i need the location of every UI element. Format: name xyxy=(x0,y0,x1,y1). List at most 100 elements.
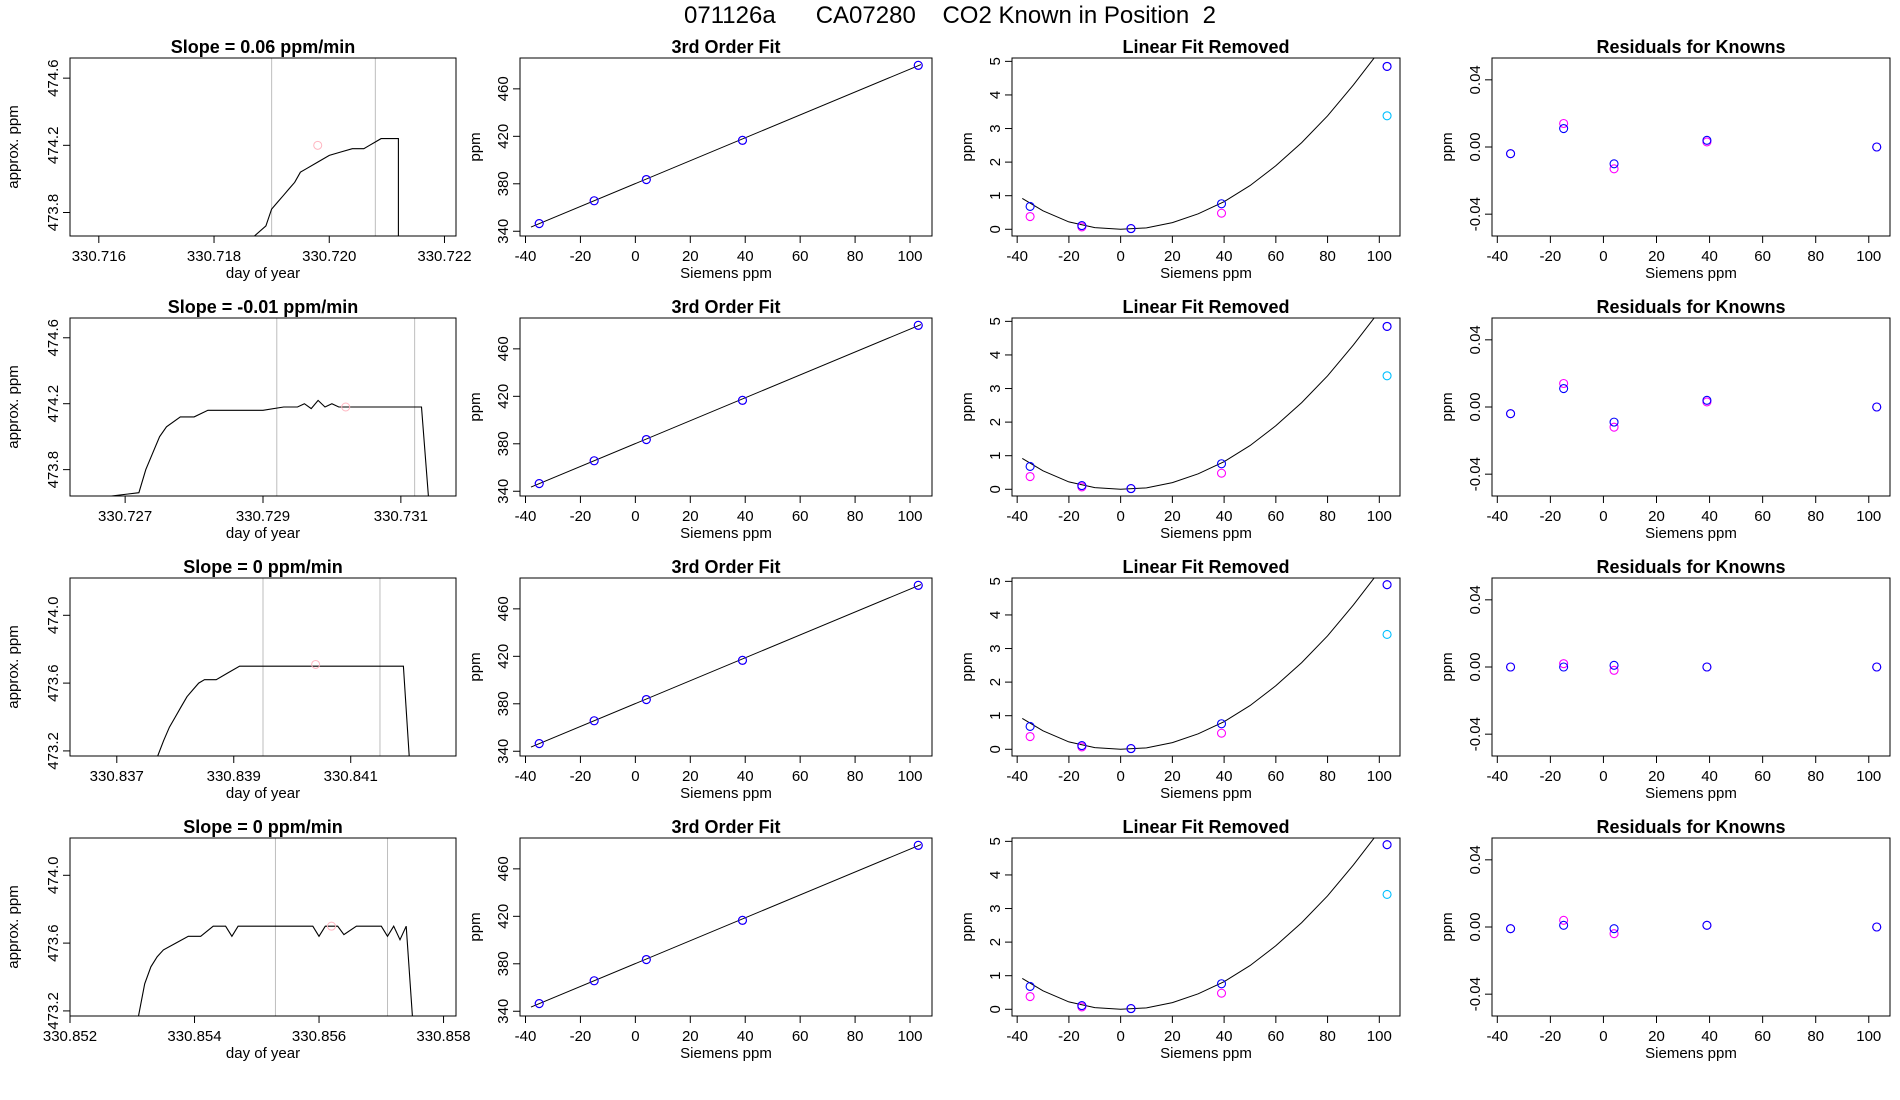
y-axis-label: approx. ppm xyxy=(5,885,22,968)
y-tick-label: 473.6 xyxy=(45,924,62,962)
plot-frame xyxy=(1011,577,1401,757)
x-tick-label: 0 xyxy=(631,508,639,525)
data-point-blue xyxy=(1216,199,1227,209)
x-tick-label: -20 xyxy=(570,768,592,785)
data-point-blue xyxy=(1609,417,1619,427)
y-tick-label: 3 xyxy=(987,124,1004,132)
data-point-blue xyxy=(1382,321,1392,331)
x-tick-label: 330.729 xyxy=(236,508,290,525)
x-tick-label: -40 xyxy=(1006,768,1028,785)
data-point-cyan xyxy=(1382,111,1392,121)
y-tick-label: 473.6 xyxy=(45,664,62,702)
data-point-blue xyxy=(1609,924,1619,934)
y-tick-label: 474.2 xyxy=(45,385,62,423)
y-tick-label: 5 xyxy=(987,317,1004,325)
x-tick-label: -40 xyxy=(1486,1028,1508,1045)
x-tick-label: 80 xyxy=(847,1028,864,1045)
x-tick-label: 80 xyxy=(1319,1028,1336,1045)
x-tick-label: 20 xyxy=(682,768,699,785)
y-axis-label: ppm xyxy=(1439,132,1456,161)
data-point-magenta xyxy=(1025,211,1035,222)
x-tick-label: 40 xyxy=(737,768,754,785)
y-tick-label: 474.0 xyxy=(45,857,62,895)
x-tick-label: 330.852 xyxy=(43,1028,97,1045)
y-axis-label: ppm xyxy=(1439,392,1456,421)
y-tick-label: -0.04 xyxy=(1467,197,1484,231)
page-title: 071126a CA07280 CO2 Known in Position 2 xyxy=(684,2,1216,29)
data-point-blue xyxy=(1077,1001,1087,1011)
x-tick-label: -40 xyxy=(1006,248,1028,265)
y-axis-label: ppm xyxy=(467,652,484,681)
plot-frame xyxy=(519,317,933,497)
data-point-magenta xyxy=(1559,378,1569,389)
x-tick-label: 40 xyxy=(1701,768,1718,785)
y-tick-label: 460 xyxy=(495,856,512,881)
reference-point xyxy=(341,402,351,412)
x-tick-label: 40 xyxy=(1216,508,1233,525)
x-axis-label: Siemens ppm xyxy=(1160,265,1252,282)
x-axis-label: day of year xyxy=(226,785,300,802)
x-tick-label: -20 xyxy=(1540,1028,1562,1045)
x-tick-label: -40 xyxy=(1486,768,1508,785)
data-point-blue xyxy=(737,135,748,145)
data-point-magenta xyxy=(1025,731,1035,742)
data-point-blue xyxy=(1025,201,1035,211)
data-point-blue xyxy=(913,580,923,590)
x-tick-label: 80 xyxy=(847,768,864,785)
y-tick-label: 2 xyxy=(987,418,1004,426)
x-tick-label: -40 xyxy=(515,768,537,785)
x-tick-label: 100 xyxy=(1856,1028,1881,1045)
data-point-magenta xyxy=(1559,659,1569,669)
x-tick-label: -20 xyxy=(570,248,592,265)
x-tick-label: 60 xyxy=(1754,508,1771,525)
x-tick-label: 80 xyxy=(1807,508,1824,525)
data-point-blue xyxy=(1216,979,1227,989)
data-point-blue xyxy=(1872,922,1882,932)
data-point-magenta xyxy=(1216,208,1227,218)
chart-title: Residuals for Knowns xyxy=(1596,817,1785,837)
data-point-blue xyxy=(1559,383,1569,394)
chart-title: Residuals for Knowns xyxy=(1596,37,1785,57)
x-tick-label: -40 xyxy=(1486,248,1508,265)
data-point-blue xyxy=(1702,920,1712,930)
data-point-blue xyxy=(1077,481,1087,491)
fit-line xyxy=(530,844,922,1008)
data-point-cyan xyxy=(1382,371,1392,381)
y-tick-label: 3 xyxy=(987,384,1004,392)
data-point-blue xyxy=(641,954,651,965)
chart-title: Linear Fit Removed xyxy=(1122,37,1289,57)
x-tick-label: 80 xyxy=(1807,248,1824,265)
data-point-magenta xyxy=(1216,988,1227,998)
chart-title: Slope = -0.01 ppm/min xyxy=(168,297,359,317)
y-tick-label: 5 xyxy=(987,57,1004,65)
fit-curve xyxy=(1022,58,1375,230)
y-axis-label: approx. ppm xyxy=(5,105,22,188)
x-tick-label: 40 xyxy=(1701,508,1718,525)
data-point-magenta xyxy=(1559,915,1569,925)
y-tick-label: -0.04 xyxy=(1467,977,1484,1011)
chart-title: 3rd Order Fit xyxy=(671,297,780,317)
x-axis-label: day of year xyxy=(226,1045,300,1062)
x-tick-label: 40 xyxy=(1216,248,1233,265)
x-tick-label: 100 xyxy=(898,508,923,525)
data-point-magenta xyxy=(1025,991,1035,1002)
data-point-blue xyxy=(1382,840,1392,850)
x-tick-label: 330.837 xyxy=(90,768,144,785)
plot-frame xyxy=(1011,57,1401,237)
data-point-blue xyxy=(589,716,599,726)
chart-title: Residuals for Knowns xyxy=(1596,297,1785,317)
data-point-blue xyxy=(1025,981,1035,991)
y-tick-label: 420 xyxy=(495,384,512,409)
x-tick-label: 330.841 xyxy=(324,768,378,785)
fit-curve xyxy=(1022,318,1375,490)
chart-title: Slope = 0 ppm/min xyxy=(183,557,343,577)
fit-curve xyxy=(1022,578,1375,750)
y-axis-label: ppm xyxy=(1439,652,1456,681)
x-tick-label: -20 xyxy=(1540,248,1562,265)
chart-title: Linear Fit Removed xyxy=(1122,297,1289,317)
plot-frame xyxy=(519,577,933,757)
x-tick-label: 330.731 xyxy=(374,508,428,525)
data-point-blue xyxy=(1559,123,1569,134)
x-axis-label: Siemens ppm xyxy=(1645,525,1737,542)
x-tick-label: -20 xyxy=(1058,248,1080,265)
